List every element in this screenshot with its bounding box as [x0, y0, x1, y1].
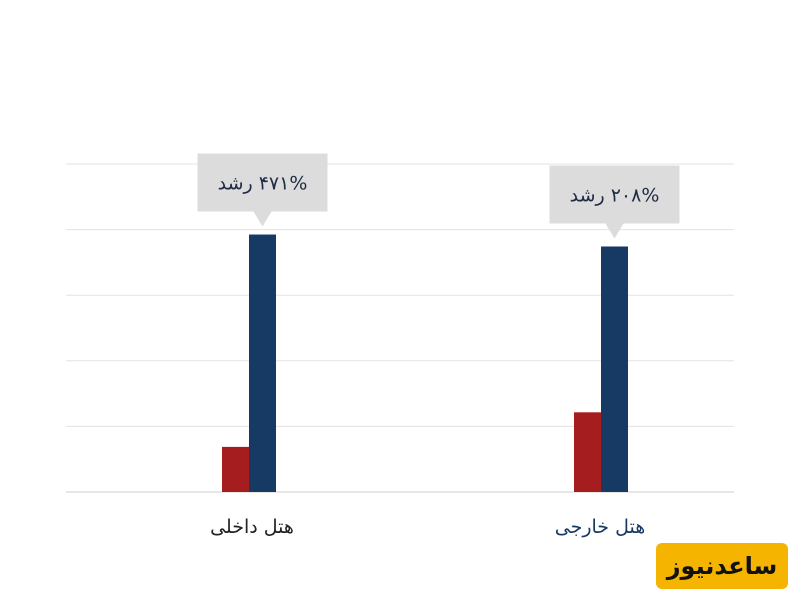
callout-box	[197, 153, 328, 212]
brand-logo-text: ساعدنیوز	[666, 552, 778, 580]
callout-2: ۲۰۸% رشد	[549, 165, 680, 239]
callout-text: ۲۰۸% رشد	[570, 184, 660, 206]
callout-1: ۴۷۱% رشد	[197, 153, 328, 227]
bar-1-series-2	[249, 234, 276, 492]
category-label: هتل داخلی	[210, 516, 294, 538]
bar-2-series-1	[574, 412, 601, 492]
bar-1-series-1	[222, 446, 249, 492]
callout-pointer	[605, 223, 624, 239]
annotations: ۴۷۱% رشد ۲۰۸% رشد	[197, 153, 680, 239]
callout-pointer	[253, 211, 272, 227]
bars	[222, 234, 628, 492]
callout-text: ۴۷۱% رشد	[218, 173, 308, 195]
callout-box	[549, 165, 680, 224]
bar-2-series-2	[601, 246, 628, 492]
category-label: هتل خارجی	[555, 516, 645, 538]
category-labels: هتل داخلی هتل خارجی	[210, 516, 645, 538]
brand-logo: ساعدنیوز	[656, 543, 788, 589]
